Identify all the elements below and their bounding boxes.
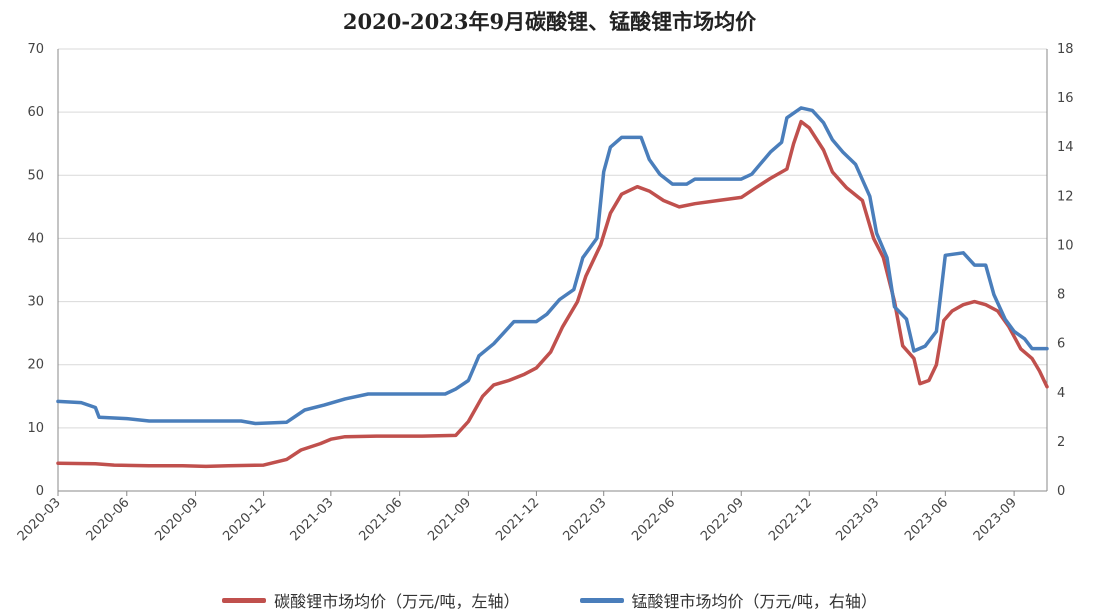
x-tick-label: 2022-12 bbox=[766, 495, 815, 544]
x-tick-label: 2022-03 bbox=[561, 495, 610, 544]
legend: 碳酸锂市场均价（万元/吨，左轴） 锰酸锂市场均价（万元/吨，右轴） bbox=[0, 588, 1099, 612]
y-right-tick-label: 2 bbox=[1057, 435, 1065, 450]
y-right-tick-label: 12 bbox=[1057, 189, 1074, 204]
x-tick-label: 2021-03 bbox=[288, 495, 337, 544]
y-left-tick-label: 60 bbox=[27, 105, 44, 120]
x-tick-label: 2022-09 bbox=[698, 495, 747, 544]
x-tick-label: 2021-09 bbox=[425, 495, 474, 544]
y-right-tick-label: 8 bbox=[1057, 288, 1065, 303]
y-left-tick-label: 10 bbox=[27, 421, 44, 436]
x-tick-label: 2020-09 bbox=[152, 495, 201, 544]
legend-item-lithium-manganate: 锰酸锂市场均价（万元/吨，右轴） bbox=[579, 588, 877, 612]
x-tick-label: 2023-03 bbox=[833, 495, 882, 544]
legend-label-lithium-manganate: 锰酸锂市场均价（万元/吨，右轴） bbox=[631, 592, 877, 611]
chart-title: 2020-2023年9月碳酸锂、锰酸锂市场均价 bbox=[342, 9, 757, 34]
grid-lines bbox=[58, 48, 1047, 429]
y-right-tick-label: 6 bbox=[1057, 337, 1065, 352]
x-tick-label: 2021-12 bbox=[493, 495, 542, 544]
y-right-tick-label: 10 bbox=[1057, 238, 1074, 253]
y-right-tick-label: 14 bbox=[1057, 140, 1074, 155]
y-left-tick-label: 50 bbox=[27, 168, 44, 183]
x-tick-label: 2023-09 bbox=[971, 495, 1020, 544]
x-tick-label: 2020-03 bbox=[15, 495, 64, 544]
series-line-lithium-manganate bbox=[56, 106, 1049, 426]
axes bbox=[57, 49, 1048, 496]
legend-swatch-red bbox=[222, 597, 267, 603]
x-tick-label: 2021-06 bbox=[356, 495, 405, 544]
series-lines bbox=[56, 106, 1049, 469]
x-tick-label: 2020-06 bbox=[84, 495, 133, 544]
x-tick-label: 2023-06 bbox=[902, 495, 951, 544]
y-left-tick-label: 0 bbox=[36, 484, 44, 499]
y-left-tick-label: 40 bbox=[27, 231, 44, 246]
y-right-tick-label: 16 bbox=[1057, 91, 1074, 106]
y-right-tick-label: 4 bbox=[1057, 386, 1065, 401]
y-left-tick-label: 70 bbox=[27, 42, 44, 57]
y-right-tick-label: 0 bbox=[1057, 484, 1065, 499]
y-right-tick-label: 18 bbox=[1057, 42, 1074, 57]
legend-item-lithium-carbonate: 碳酸锂市场均价（万元/吨，左轴） bbox=[222, 588, 520, 612]
y-left-tick-label: 20 bbox=[27, 358, 44, 373]
x-tick-label: 2022-06 bbox=[629, 495, 678, 544]
legend-label-lithium-carbonate: 碳酸锂市场均价（万元/吨，左轴） bbox=[274, 592, 520, 611]
legend-swatch-blue bbox=[579, 597, 624, 603]
series-line-lithium-carbonate bbox=[56, 119, 1049, 469]
tick-labels: 0 10 20 30 40 50 60 70 0 2 4 6 8 10 12 14 16 18 2020-03 202… bbox=[15, 42, 1074, 544]
x-tick-label: 2020-12 bbox=[220, 495, 269, 544]
y-left-tick-label: 30 bbox=[27, 295, 44, 310]
